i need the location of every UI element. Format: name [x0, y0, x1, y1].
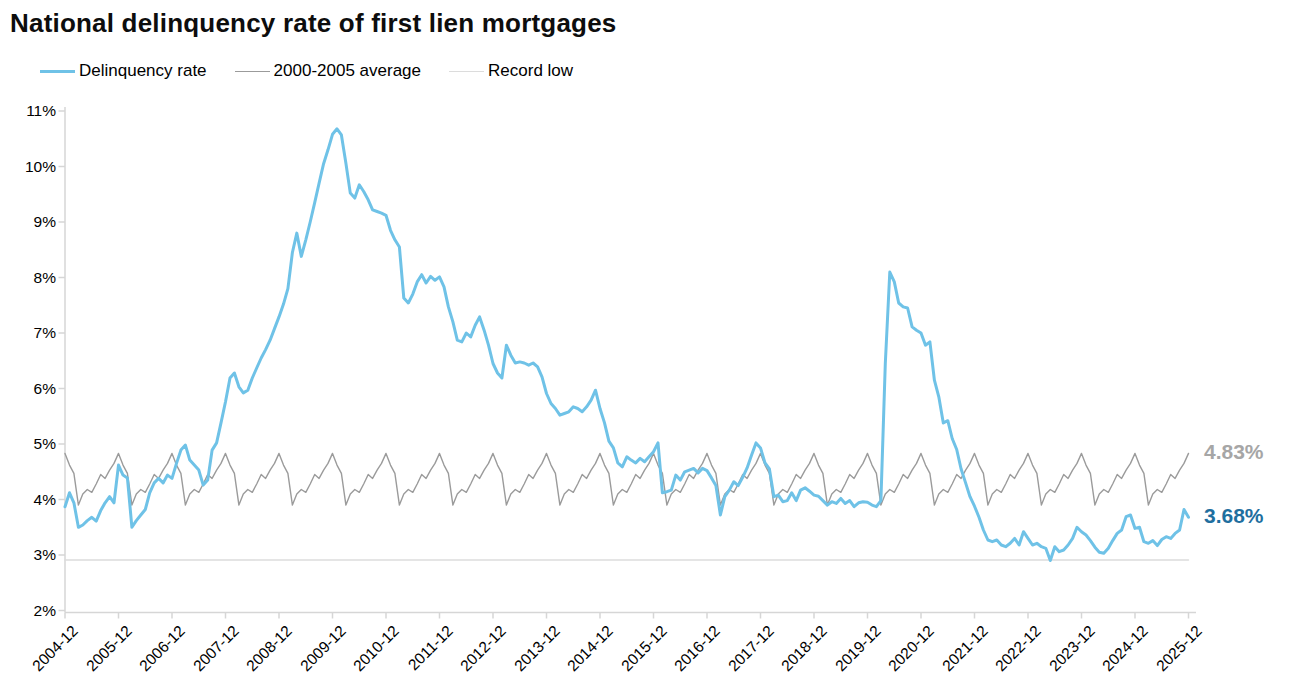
y-tick-label: 11% — [4, 102, 56, 120]
y-tick-label: 5% — [4, 435, 56, 453]
average-2000-2005-line — [65, 453, 1189, 505]
y-tick-label: 4% — [4, 491, 56, 509]
y-tick-label: 8% — [4, 269, 56, 287]
y-tick-label: 10% — [4, 158, 56, 176]
y-tick-label: 9% — [4, 213, 56, 231]
y-tick-label: 2% — [4, 602, 56, 620]
plot-area — [0, 0, 1298, 693]
delinquency-rate-line — [65, 129, 1189, 561]
y-tick-label: 6% — [4, 380, 56, 398]
y-tick-label: 3% — [4, 546, 56, 564]
delinquency-rate-chart: National delinquency rate of first lien … — [0, 0, 1298, 693]
y-tick-label: 7% — [4, 324, 56, 342]
latest-value-annotation: 3.68% — [1204, 504, 1264, 528]
average-value-annotation: 4.83% — [1204, 440, 1264, 464]
